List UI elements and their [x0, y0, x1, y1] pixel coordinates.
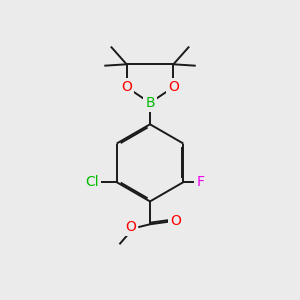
Text: O: O: [121, 80, 132, 94]
Text: Cl: Cl: [85, 175, 99, 189]
Text: O: O: [125, 220, 136, 234]
Text: O: O: [170, 214, 181, 228]
Text: B: B: [145, 96, 155, 110]
Text: F: F: [196, 175, 205, 189]
Text: O: O: [168, 80, 179, 94]
